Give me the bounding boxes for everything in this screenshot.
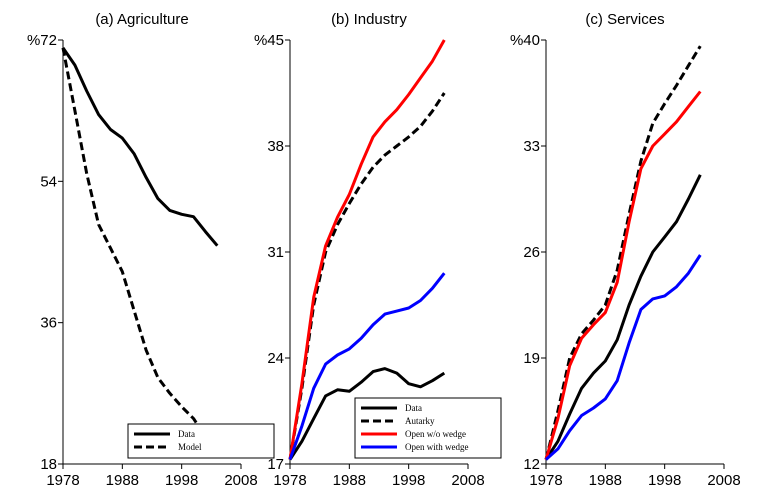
x-tick-label: 1998 xyxy=(648,472,681,489)
x-tick-label: 1978 xyxy=(46,472,79,489)
x-tick-label: 1998 xyxy=(165,472,198,489)
legend-label: Autarky xyxy=(405,416,435,426)
series-line xyxy=(544,174,702,461)
y-tick-label: %45 xyxy=(254,32,284,49)
y-tick-label: 31 xyxy=(267,244,284,261)
legend-label: Data xyxy=(178,429,195,439)
series-line xyxy=(545,254,702,461)
x-tick-label: 2008 xyxy=(707,472,740,489)
y-tick-label: 12 xyxy=(523,456,540,473)
y-tick-label: 24 xyxy=(267,350,284,367)
y-tick-label: 17 xyxy=(267,456,284,473)
series-line xyxy=(61,47,219,247)
panel: (a) Agriculture 18 36 54 %72 1978 1988 1998 2008… xyxy=(27,11,275,489)
legend: Data Autarky Open w/o wedge Open with wedge xyxy=(354,397,502,459)
x-tick-label: 1988 xyxy=(106,472,139,489)
legend-box xyxy=(127,423,275,459)
legend-label: Open with wedge xyxy=(405,442,468,452)
y-tick-label: 18 xyxy=(40,456,57,473)
x-tick-label: 1978 xyxy=(529,472,562,489)
x-tick-label: 1998 xyxy=(392,472,425,489)
y-tick-label: 54 xyxy=(40,173,57,190)
legend: Data Model xyxy=(127,423,275,459)
legend-label: Open w/o wedge xyxy=(405,429,466,439)
legend-label: Model xyxy=(178,442,202,452)
x-tick-label: 1988 xyxy=(333,472,366,489)
legend-label: Data xyxy=(405,403,422,413)
series-line xyxy=(288,367,446,461)
x-tick-label: 1988 xyxy=(589,472,622,489)
x-tick-label: 1978 xyxy=(273,472,306,489)
panel: (b) Industry 17 24 31 38 %45 1978 1988 1998 2008 D… xyxy=(254,11,502,489)
panel-title: (b) Industry xyxy=(331,11,407,28)
x-tick-label: 2008 xyxy=(224,472,257,489)
series-line xyxy=(61,47,219,456)
series-line xyxy=(544,90,702,460)
series-line xyxy=(288,39,446,460)
y-tick-label: 36 xyxy=(40,315,57,332)
panel-title: (a) Agriculture xyxy=(95,11,188,28)
x-tick-label: 2008 xyxy=(451,472,484,489)
series-line xyxy=(544,45,702,460)
panel-title: (c) Services xyxy=(585,11,664,28)
y-tick-label: 26 xyxy=(523,244,540,261)
y-tick-label: 38 xyxy=(267,138,284,155)
panel: (c) Services 12 19 26 33 %40 1978 1988 1998 2008 xyxy=(510,11,741,489)
y-tick-label: %40 xyxy=(510,32,540,49)
y-tick-label: %72 xyxy=(27,32,57,49)
y-tick-label: 33 xyxy=(523,138,540,155)
y-tick-label: 19 xyxy=(523,350,540,367)
series-line xyxy=(288,272,446,461)
